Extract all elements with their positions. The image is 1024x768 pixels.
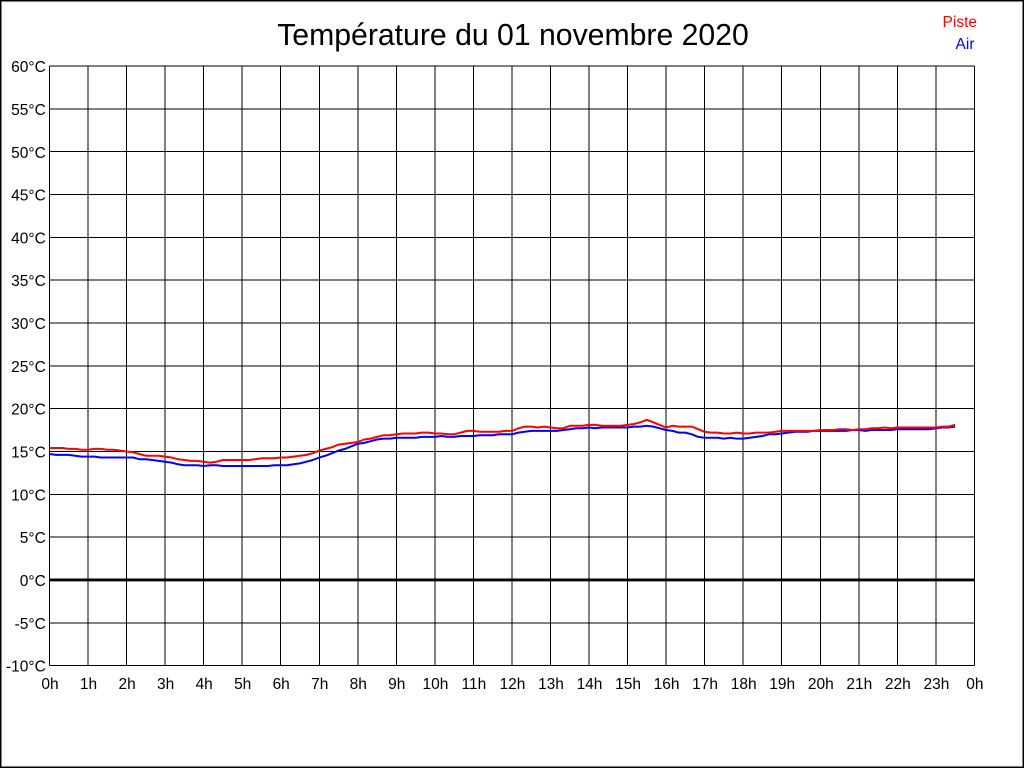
svg-text:0h: 0h <box>41 676 58 693</box>
svg-text:11h: 11h <box>462 676 487 693</box>
svg-text:30°C: 30°C <box>11 316 46 333</box>
svg-text:Température du 01 novembre 202: Température du 01 novembre 2020 <box>277 19 749 52</box>
svg-text:3h: 3h <box>157 676 174 693</box>
svg-text:40°C: 40°C <box>11 230 46 247</box>
svg-text:20h: 20h <box>808 676 834 693</box>
svg-text:60°C: 60°C <box>11 59 46 76</box>
svg-text:7h: 7h <box>311 676 328 693</box>
svg-text:17h: 17h <box>692 676 718 693</box>
svg-text:21h: 21h <box>846 676 872 693</box>
svg-text:45°C: 45°C <box>11 188 46 205</box>
svg-text:-10°C: -10°C <box>6 659 46 676</box>
svg-text:0°C: 0°C <box>20 573 46 590</box>
svg-text:55°C: 55°C <box>11 102 46 119</box>
svg-text:Piste: Piste <box>943 14 977 31</box>
svg-text:1h: 1h <box>80 676 97 693</box>
svg-text:Air: Air <box>956 36 975 53</box>
svg-text:15°C: 15°C <box>11 445 46 462</box>
svg-text:20°C: 20°C <box>11 402 46 419</box>
svg-text:15h: 15h <box>615 676 641 693</box>
svg-text:13h: 13h <box>538 676 564 693</box>
svg-text:16h: 16h <box>654 676 680 693</box>
svg-text:12h: 12h <box>500 676 526 693</box>
svg-text:6h: 6h <box>273 676 290 693</box>
svg-text:19h: 19h <box>769 676 795 693</box>
svg-text:10h: 10h <box>422 676 448 693</box>
svg-text:35°C: 35°C <box>11 273 46 290</box>
svg-text:14h: 14h <box>577 676 603 693</box>
svg-text:5h: 5h <box>234 676 251 693</box>
svg-text:25°C: 25°C <box>11 359 46 376</box>
svg-text:22h: 22h <box>885 676 911 693</box>
svg-text:4h: 4h <box>196 676 213 693</box>
svg-text:0h: 0h <box>966 676 983 693</box>
svg-text:50°C: 50°C <box>11 145 46 162</box>
svg-text:2h: 2h <box>118 676 135 693</box>
svg-text:23h: 23h <box>923 676 949 693</box>
svg-text:-5°C: -5°C <box>15 616 46 633</box>
svg-text:8h: 8h <box>350 676 367 693</box>
svg-text:18h: 18h <box>731 676 757 693</box>
svg-text:5°C: 5°C <box>20 530 46 547</box>
svg-text:10°C: 10°C <box>11 487 46 504</box>
svg-text:9h: 9h <box>388 676 405 693</box>
